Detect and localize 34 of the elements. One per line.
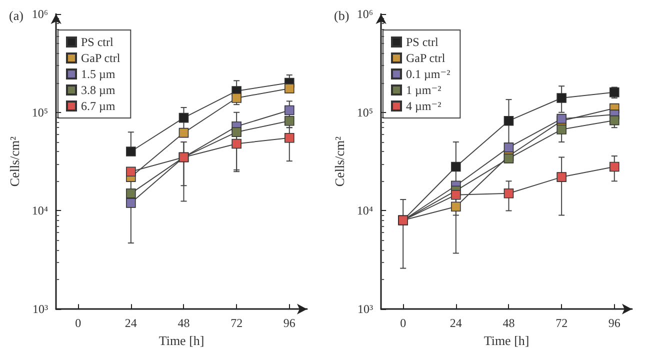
y-tick-label: 10⁶: [32, 7, 48, 21]
y-tick-label: 10⁴: [356, 204, 374, 218]
y-axis-title: Cells/cm²: [7, 136, 22, 187]
x-tick-label: 0: [75, 316, 82, 330]
legend-label: GaP ctrl: [81, 51, 121, 65]
y-tick-label: 10³: [32, 302, 48, 316]
x-tick-label: 72: [230, 316, 243, 330]
legend-label: 1.5 µm: [81, 67, 116, 81]
x-tick-label: 96: [283, 316, 296, 330]
x-axis-title: Time [h]: [484, 333, 530, 348]
y-tick-label: 10⁶: [356, 7, 374, 21]
legend-label: GaP ctrl: [406, 51, 446, 65]
x-tick-label: 48: [502, 316, 515, 330]
x-tick-label: 0: [400, 316, 406, 330]
x-axis-title: Time [h]: [158, 333, 204, 348]
legend-label: PS ctrl: [81, 35, 114, 49]
x-tick-label: 72: [556, 316, 568, 330]
y-tick-label: 10⁵: [32, 105, 48, 120]
y-tick-label: 10⁵: [356, 105, 374, 120]
legend-label: 1 µm⁻²: [406, 83, 442, 97]
x-tick-label: 96: [608, 316, 620, 330]
x-tick-label: 24: [124, 316, 137, 330]
y-tick-label: 10³: [357, 302, 374, 316]
legend-label: 4 µm⁻²: [406, 99, 442, 113]
x-tick-label: 24: [450, 316, 462, 330]
x-tick-label: 48: [178, 316, 190, 330]
legend-label: 6.7 µm: [81, 99, 116, 113]
legend-label: PS ctrl: [406, 35, 440, 49]
legend-label: 3.8 µm: [81, 83, 116, 97]
chart-title: (b): [334, 8, 350, 23]
legend-label: 0.1 µm⁻²: [406, 67, 451, 81]
y-axis-title: Cells/cm²: [332, 136, 347, 187]
y-tick-label: 10⁴: [32, 204, 48, 218]
chart-title: (a): [9, 8, 24, 23]
